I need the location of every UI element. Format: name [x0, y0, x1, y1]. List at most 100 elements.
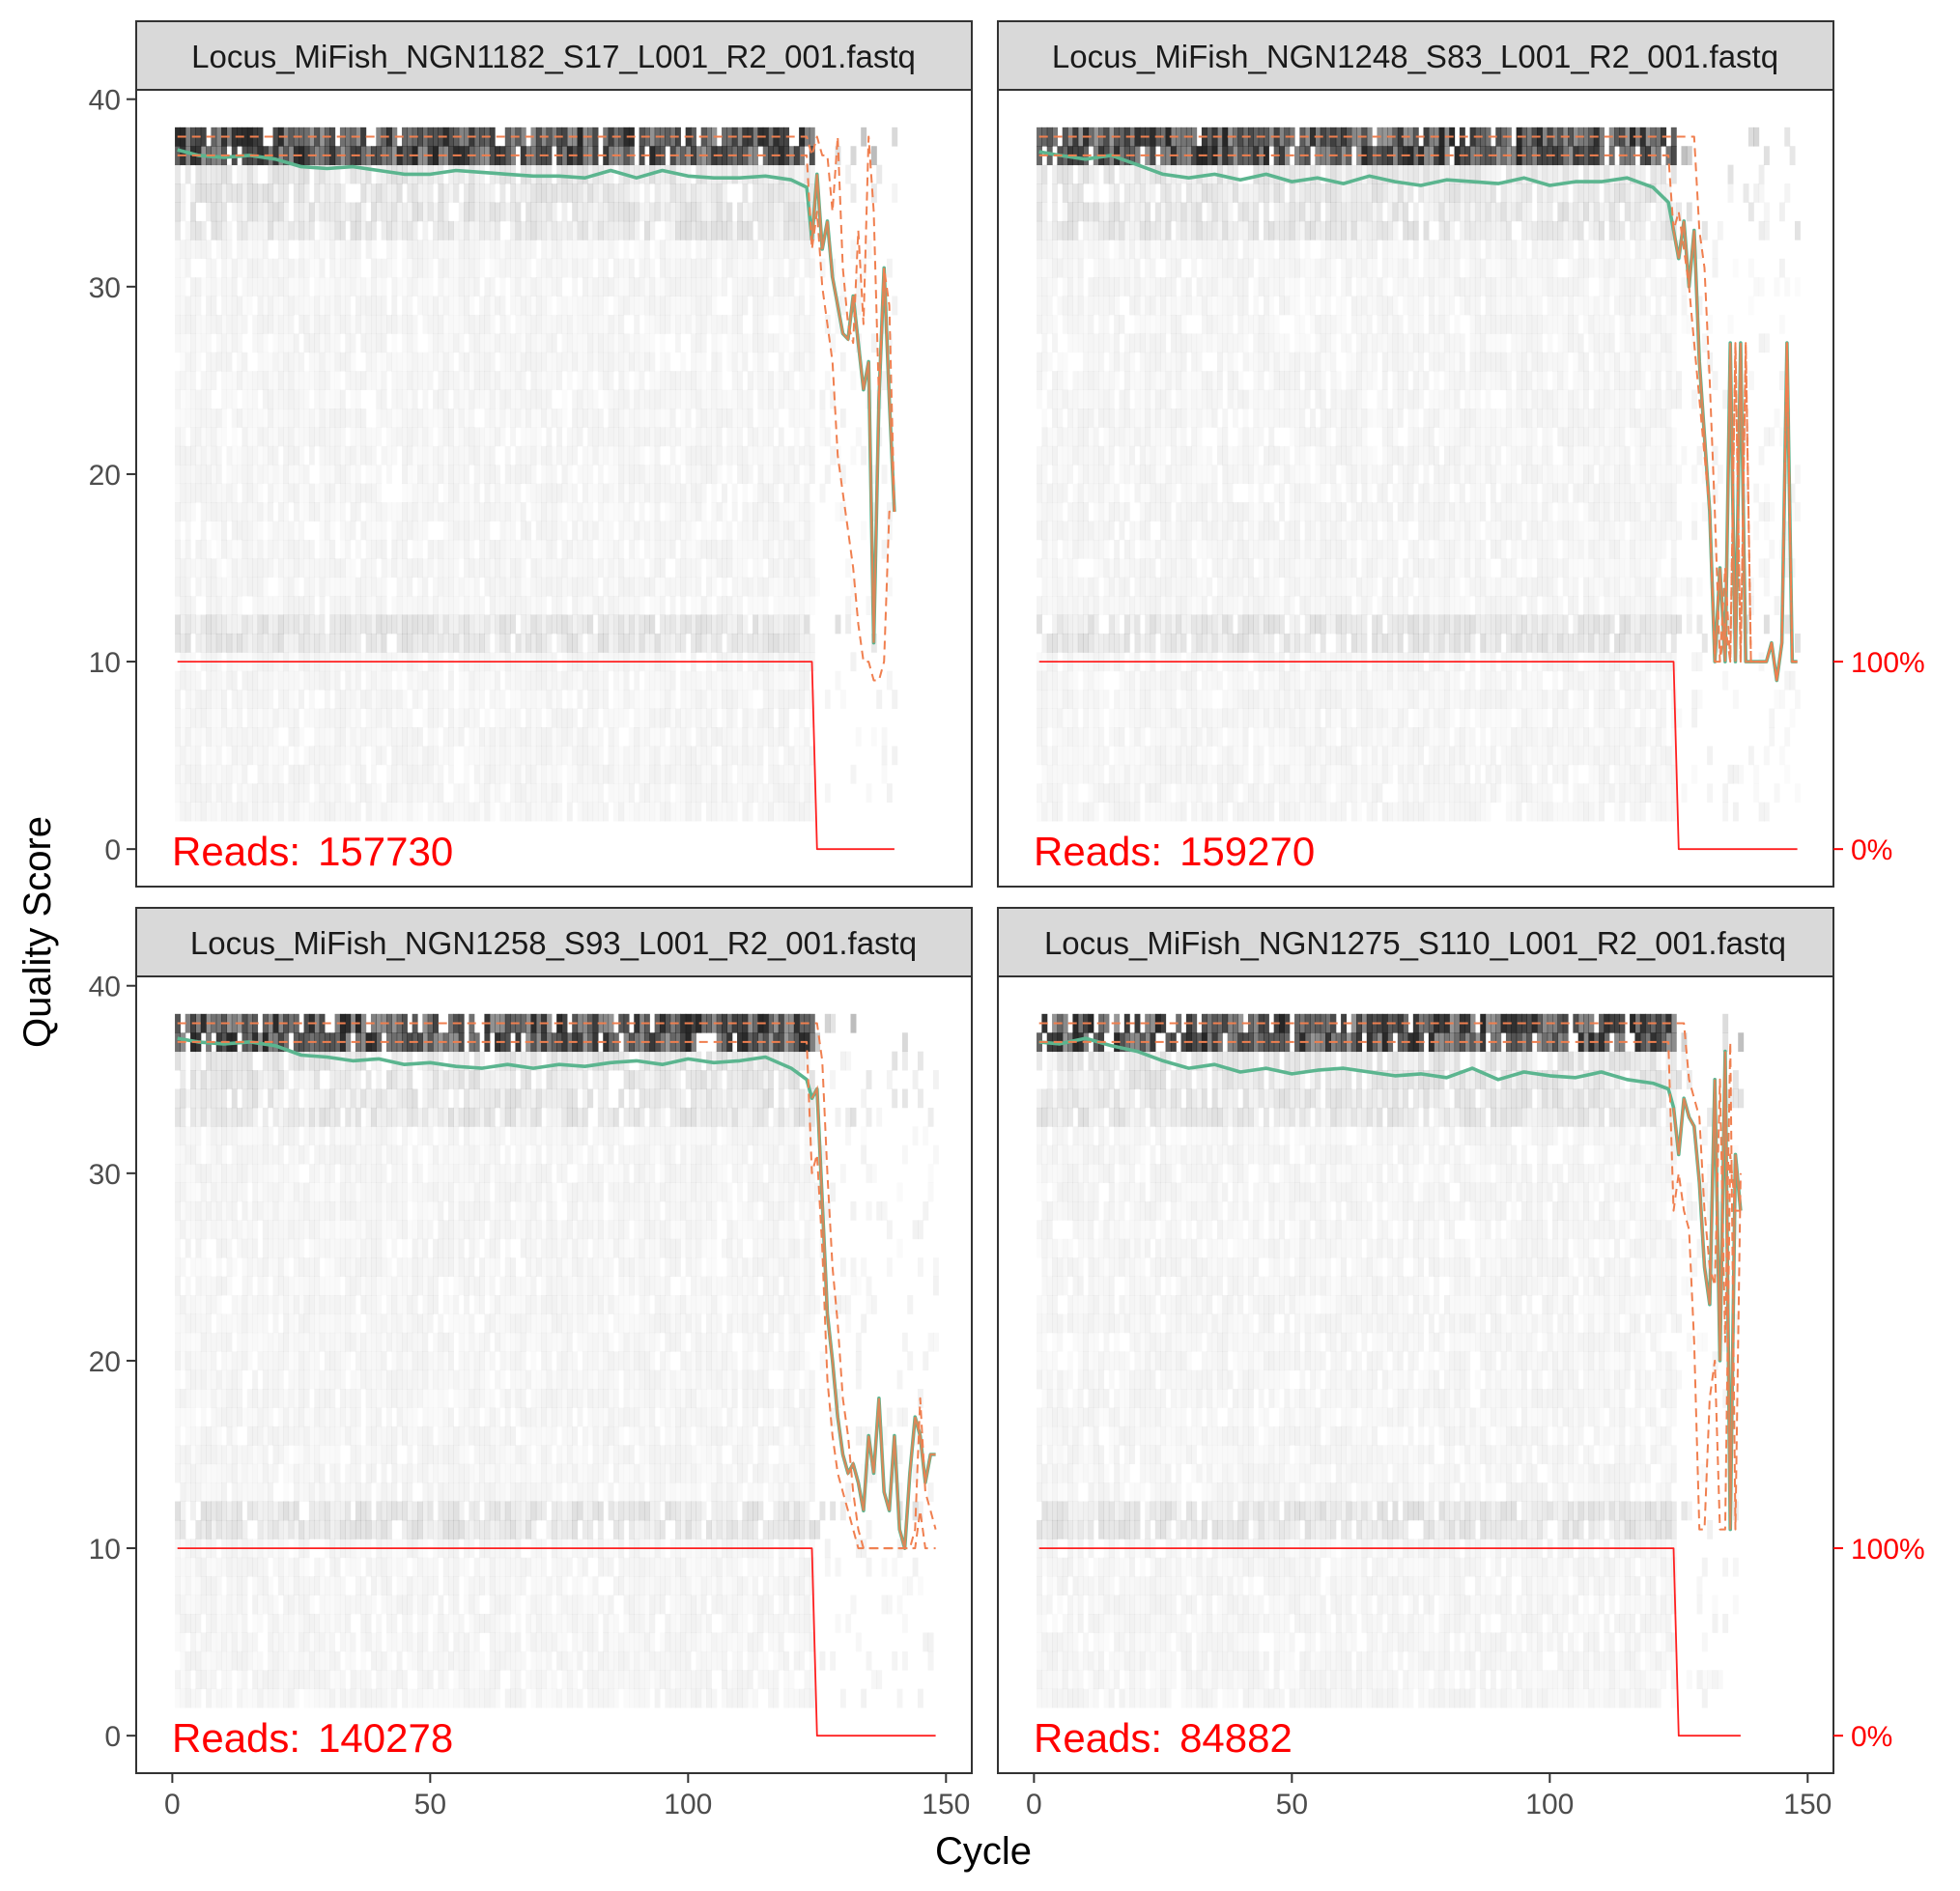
heatmap-cell: [726, 202, 733, 222]
heatmap-cell: [484, 427, 490, 446]
heatmap-cell: [674, 427, 681, 447]
heatmap-cell: [293, 764, 299, 784]
heatmap-cell: [1094, 484, 1099, 503]
heatmap-cell: [370, 258, 377, 278]
heatmap-cell: [551, 483, 557, 503]
heatmap-cell: [412, 690, 418, 709]
heatmap-cell: [536, 446, 542, 466]
heatmap-cell: [263, 409, 269, 428]
heatmap-cell: [510, 296, 516, 316]
heatmap-cell: [381, 202, 387, 222]
heatmap-cell: [644, 671, 650, 691]
heatmap-cell: [355, 277, 361, 296]
heatmap-cell: [680, 670, 687, 691]
heatmap-cell: [1098, 765, 1104, 784]
heatmap-cell: [246, 746, 253, 766]
heatmap-cell: [1150, 783, 1156, 804]
heatmap-cell: [1170, 633, 1177, 653]
heatmap-cell: [1119, 314, 1125, 334]
heatmap-cell: [469, 484, 474, 503]
heatmap-cell: [665, 465, 671, 485]
heatmap-cell: [376, 353, 382, 372]
heatmap-cell: [237, 353, 242, 372]
heatmap-cell: [185, 502, 191, 522]
heatmap-cell: [757, 164, 764, 184]
heatmap-cell: [175, 596, 181, 615]
heatmap-cell: [355, 690, 361, 709]
heatmap-cell: [1041, 783, 1047, 803]
heatmap-cell: [381, 539, 387, 559]
heatmap-cell: [175, 259, 181, 278]
heatmap-cell: [1067, 390, 1073, 409]
heatmap-cell: [556, 521, 562, 540]
heatmap-cell: [748, 727, 753, 747]
heatmap-cell: [624, 558, 630, 578]
heatmap-cell: [1052, 540, 1058, 559]
heatmap-cell: [773, 690, 779, 709]
heatmap-cell: [535, 314, 542, 334]
heatmap-cell: [716, 164, 723, 184]
heatmap-cell: [350, 502, 356, 522]
heatmap-cell: [339, 633, 346, 653]
heatmap-cell: [237, 296, 243, 316]
heatmap-cell: [1123, 333, 1130, 353]
heatmap-cell: [1123, 502, 1130, 522]
heatmap-cell: [717, 333, 723, 353]
heatmap-cell: [1062, 220, 1068, 240]
heatmap-cell: [320, 465, 326, 484]
heatmap-cell: [289, 558, 295, 578]
heatmap-cell: [278, 465, 284, 484]
heatmap-cell: [592, 802, 599, 822]
heatmap-cell: [484, 614, 491, 635]
heatmap-cell: [515, 558, 522, 579]
heatmap-cell: [551, 465, 557, 485]
heatmap-cell: [654, 465, 661, 485]
heatmap-cell: [458, 465, 465, 485]
heatmap-cell: [464, 427, 469, 447]
heatmap-cell: [237, 446, 242, 466]
heatmap-cell: [748, 690, 753, 709]
heatmap-cell: [335, 765, 341, 784]
heatmap-cell: [185, 445, 191, 466]
heatmap-cell: [603, 371, 610, 390]
heatmap-cell: [1166, 427, 1172, 446]
heatmap-cell: [1150, 220, 1156, 240]
heatmap-cell: [819, 427, 825, 446]
heatmap-cell: [319, 220, 326, 240]
heatmap-cell: [1123, 389, 1130, 409]
heatmap-cell: [696, 558, 702, 579]
heatmap-cell: [308, 670, 315, 691]
heatmap-cell: [314, 240, 321, 260]
heatmap-cell: [195, 708, 202, 728]
heatmap-cell: [391, 783, 398, 804]
heatmap-cell: [484, 502, 491, 522]
heatmap-cell: [660, 727, 666, 747]
heatmap-cell: [391, 296, 398, 316]
heatmap-cell: [593, 727, 599, 747]
heatmap-cell: [768, 333, 775, 353]
heatmap-cell: [495, 558, 501, 579]
heatmap-cell: [499, 258, 506, 278]
heatmap-cell: [453, 540, 459, 559]
heatmap-cell: [319, 427, 326, 447]
heatmap-cell: [412, 764, 418, 784]
heatmap-cell: [706, 258, 712, 278]
heatmap-cell: [1119, 502, 1124, 522]
heatmap-cell: [654, 483, 661, 503]
heatmap-cell: [484, 220, 491, 240]
heatmap-cell: [1057, 390, 1063, 409]
heatmap-cell: [649, 577, 656, 597]
heatmap-cell: [345, 371, 352, 390]
heatmap-cell: [1052, 727, 1058, 747]
heatmap-cell: [1072, 633, 1079, 653]
heatmap-cell: [489, 596, 496, 615]
heatmap-cell: [717, 783, 723, 803]
heatmap-cell: [278, 578, 284, 597]
heatmap-cell: [762, 146, 769, 166]
heatmap-cell: [1093, 690, 1099, 709]
heatmap-cell: [830, 389, 837, 409]
heatmap-cell: [546, 802, 553, 822]
heatmap-cell: [417, 746, 423, 765]
heatmap-cell: [629, 746, 635, 765]
heatmap-cell: [582, 465, 588, 484]
